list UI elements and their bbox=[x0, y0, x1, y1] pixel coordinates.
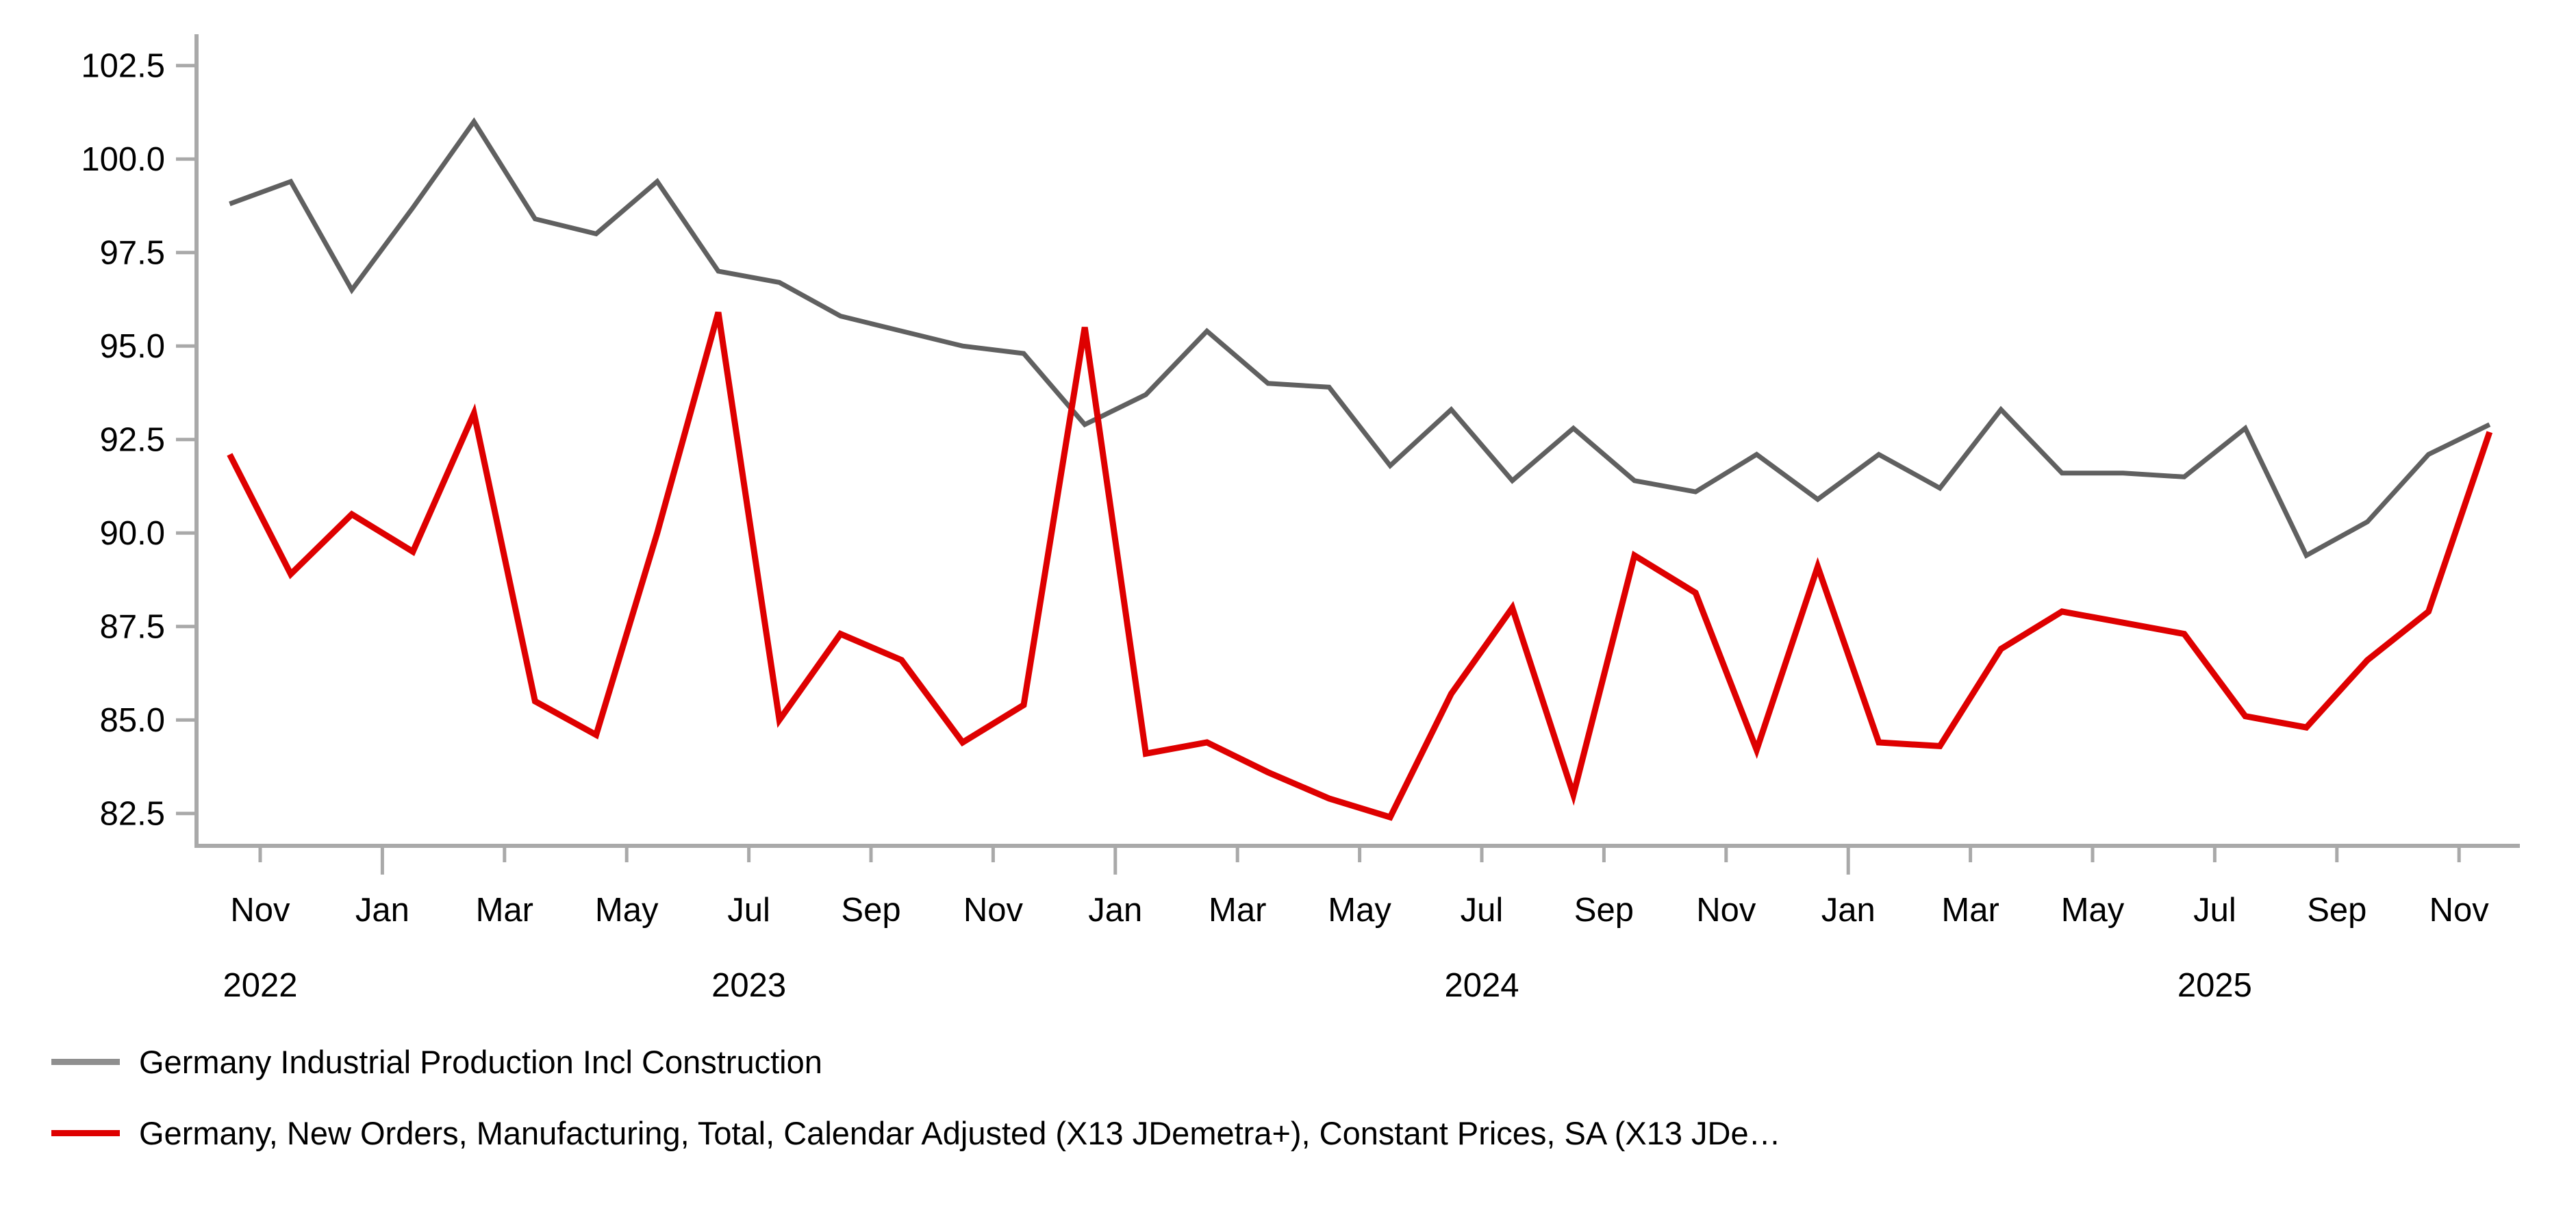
y-axis-tick-label: 87.5 bbox=[100, 609, 165, 646]
x-axis-month-label: May bbox=[595, 892, 659, 929]
x-axis-month-label: Nov bbox=[963, 892, 1024, 929]
x-axis-month-label: Jan bbox=[355, 892, 409, 929]
x-axis-month-label: Jan bbox=[1821, 892, 1876, 929]
x-axis-month-label: Sep bbox=[841, 892, 900, 929]
x-axis-year-label: 2023 bbox=[711, 967, 786, 1004]
x-axis-month-label: Mar bbox=[476, 892, 533, 929]
x-axis-month-label: Mar bbox=[1209, 892, 1266, 929]
legend-item-new-orders: Germany, New Orders, Manufacturing, Tota… bbox=[51, 1114, 1781, 1152]
x-axis-month-label: Nov bbox=[2429, 892, 2490, 929]
y-axis-tick-label: 90.0 bbox=[100, 515, 165, 552]
x-axis-month-label: May bbox=[1328, 892, 1391, 929]
y-axis-tick-label: 85.0 bbox=[100, 702, 165, 739]
x-axis-year-label: 2025 bbox=[2177, 967, 2252, 1004]
legend-label: Germany Industrial Production Incl Const… bbox=[139, 1043, 822, 1080]
y-axis-tick-label: 97.5 bbox=[100, 235, 165, 272]
x-axis-month-label: Mar bbox=[1941, 892, 1999, 929]
x-axis-month-label: Nov bbox=[230, 892, 290, 929]
series-line-1 bbox=[227, 311, 2493, 821]
y-axis-tick-label: 102.5 bbox=[81, 48, 165, 85]
gray-line-swatch-icon bbox=[51, 1058, 120, 1065]
x-axis-month-label: Sep bbox=[1574, 892, 1634, 929]
x-axis-month-label: Sep bbox=[2307, 892, 2366, 929]
x-axis-month-label: Jan bbox=[1088, 892, 1142, 929]
y-axis-tick-label: 100.0 bbox=[81, 141, 165, 178]
x-axis-month-label: Jul bbox=[727, 892, 770, 929]
series-line-0 bbox=[229, 117, 2491, 559]
legend-label: Germany, New Orders, Manufacturing, Tota… bbox=[139, 1114, 1781, 1151]
y-axis-tick-label: 95.0 bbox=[100, 328, 165, 365]
x-axis-month-label: Nov bbox=[1696, 892, 1756, 929]
x-axis-year-label: 2022 bbox=[223, 967, 297, 1004]
x-axis-month-label: Jul bbox=[1461, 892, 1504, 929]
y-axis-tick-label: 92.5 bbox=[100, 422, 165, 459]
legend-item-industrial-production: Germany Industrial Production Incl Const… bbox=[51, 1042, 822, 1081]
x-axis-month-label: Jul bbox=[2193, 892, 2236, 929]
x-axis-year-label: 2024 bbox=[1444, 967, 1519, 1004]
y-axis-tick-label: 82.5 bbox=[100, 796, 165, 833]
x-axis-month-label: May bbox=[2061, 892, 2125, 929]
red-line-swatch-icon bbox=[51, 1129, 120, 1136]
